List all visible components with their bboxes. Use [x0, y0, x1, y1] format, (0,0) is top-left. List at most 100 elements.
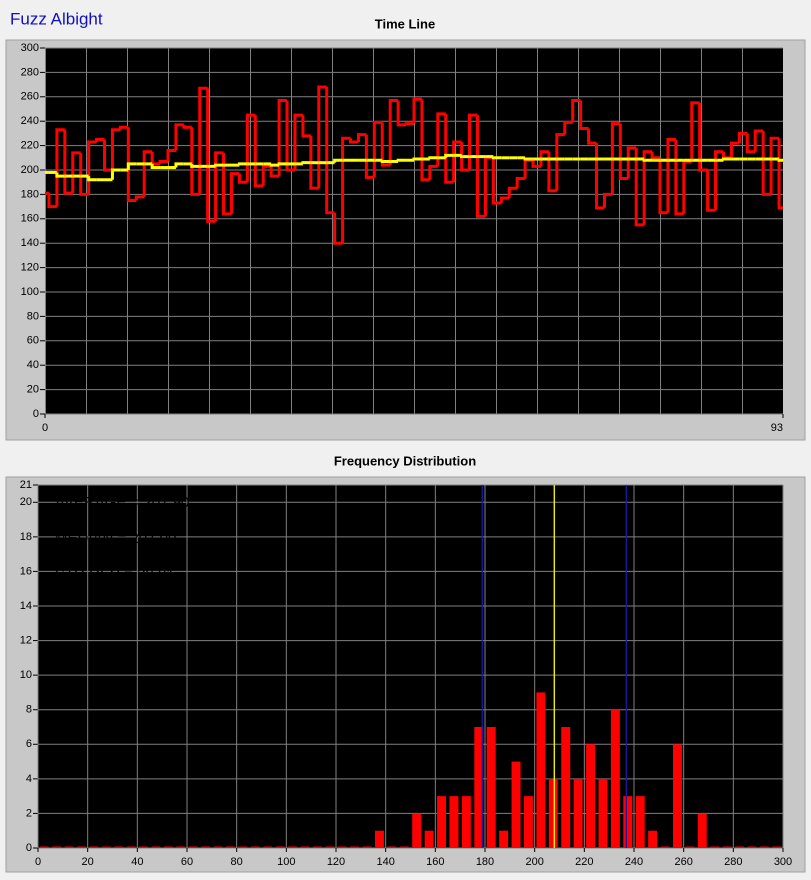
step: [277, 162, 288, 166]
step: [753, 129, 764, 152]
y-tick-label: 280: [21, 66, 39, 78]
x-tick-label: 240: [625, 856, 643, 868]
step: [698, 102, 708, 172]
step: [396, 158, 407, 162]
step: [166, 148, 176, 162]
bar: [573, 778, 583, 848]
bar: [362, 846, 372, 848]
bar: [474, 727, 484, 848]
y-tick-label: 60: [27, 335, 39, 347]
bar: [151, 846, 161, 848]
y-tick-label: 21: [20, 479, 32, 491]
bar: [114, 846, 124, 848]
bar: [772, 846, 782, 848]
bar: [648, 830, 658, 848]
x-tick-label: 0: [35, 856, 41, 868]
y-tick-label: 80: [27, 310, 39, 322]
step: [237, 173, 248, 184]
x-tick-label: 200: [525, 856, 543, 868]
bar: [325, 846, 335, 848]
step: [380, 122, 391, 167]
bar: [52, 846, 62, 848]
step: [563, 120, 573, 135]
step: [301, 161, 311, 165]
step: [126, 162, 137, 170]
bar: [685, 846, 695, 848]
step: [491, 157, 502, 205]
bar: [747, 846, 757, 848]
step: [364, 134, 375, 179]
step: [761, 130, 772, 196]
y-tick-label: 6: [26, 738, 32, 750]
bar: [610, 709, 620, 848]
step: [515, 177, 526, 189]
y-tick-label: 200: [21, 164, 39, 176]
step: [269, 166, 280, 178]
step: [142, 150, 153, 197]
bar: [499, 830, 509, 848]
step: [721, 157, 732, 161]
step: [602, 192, 613, 208]
step: [245, 113, 256, 183]
step: [460, 141, 470, 172]
bar: [64, 846, 74, 848]
step: [277, 98, 288, 177]
y-tick-label: 0: [33, 408, 39, 420]
y-tick-label: 120: [21, 262, 39, 274]
step: [444, 153, 454, 158]
step: [618, 123, 629, 181]
bar: [548, 778, 558, 848]
step: [95, 138, 105, 142]
step: [507, 186, 518, 199]
step: [650, 151, 660, 160]
bar: [437, 796, 447, 848]
y-tick-label: 4: [26, 773, 32, 785]
bar: [76, 846, 86, 848]
y-tick-label: 12: [20, 634, 32, 646]
bar: [635, 796, 645, 848]
y-tick-label: 16: [20, 565, 32, 577]
step: [587, 128, 597, 145]
bar: [176, 846, 186, 848]
y-tick-label: 8: [26, 704, 32, 716]
step: [388, 98, 399, 166]
step: [198, 86, 208, 195]
step: [110, 128, 121, 170]
x-tick-label: 120: [327, 856, 345, 868]
step: [626, 146, 637, 179]
bar: [101, 846, 111, 848]
step: [769, 136, 780, 195]
x-tick-label: 260: [674, 856, 692, 868]
x-tick-label: 220: [575, 856, 593, 868]
bar: [424, 830, 434, 848]
bar: [263, 846, 273, 848]
step: [190, 127, 200, 196]
step: [404, 122, 414, 126]
y-tick-label: 260: [21, 91, 39, 103]
bar: [598, 778, 608, 848]
series-group: [45, 85, 783, 245]
step: [222, 152, 232, 216]
y-tick-label: 220: [21, 140, 39, 152]
bar: [486, 727, 496, 848]
step: [714, 150, 724, 211]
step: [468, 113, 478, 170]
y-tick-label: 0: [26, 842, 32, 854]
step: [356, 133, 367, 142]
bar: [337, 846, 347, 848]
bar: [275, 846, 285, 848]
step: [642, 158, 653, 162]
bar: [586, 744, 596, 848]
step: [729, 141, 740, 158]
x-tick-label: 100: [277, 856, 295, 868]
step: [412, 157, 422, 161]
bar: [188, 846, 198, 848]
bar: [374, 830, 384, 848]
annotation: MEDIAN = 207.00: [55, 530, 176, 547]
y-tick-label: 2: [26, 807, 32, 819]
step: [63, 129, 73, 195]
step: [531, 160, 541, 168]
step: [396, 100, 407, 127]
bar: [710, 846, 720, 848]
